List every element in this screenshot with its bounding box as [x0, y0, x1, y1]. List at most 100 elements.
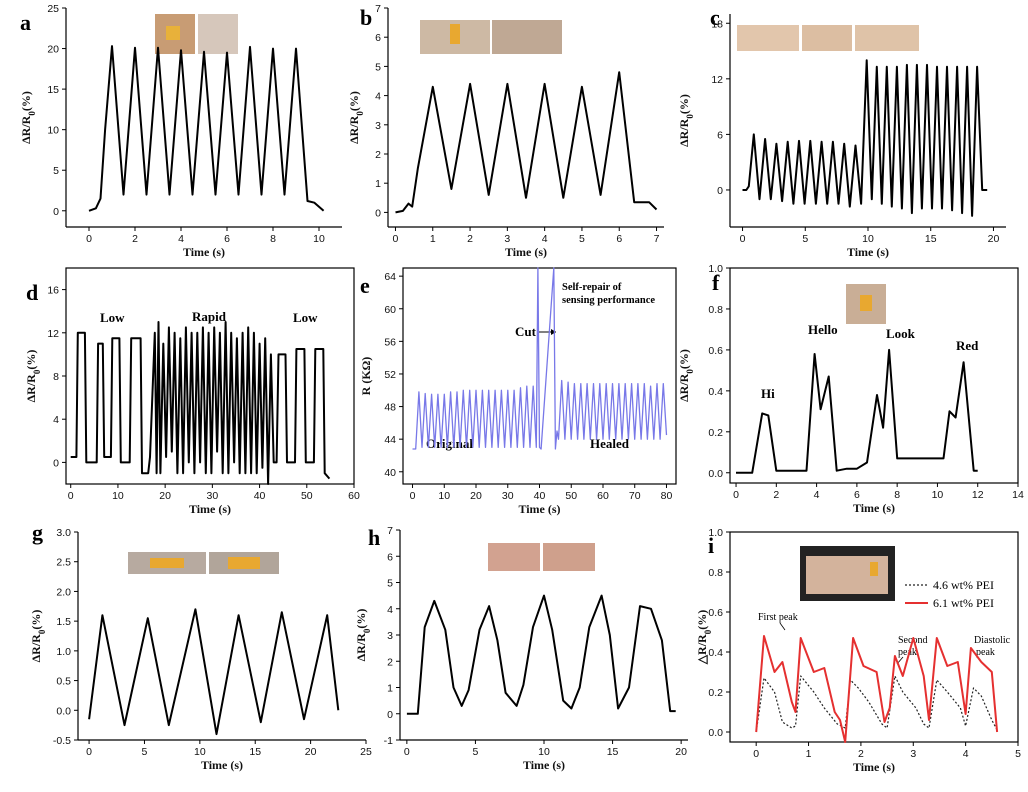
legend-label-46: 4.6 wt% PEI	[933, 578, 994, 592]
y-tick-label: 2.0	[56, 586, 71, 598]
wrist-photo-2	[802, 25, 852, 51]
y-tick-label: 0.4	[708, 647, 723, 659]
y-axis-label-i: △R/R0(%)	[695, 610, 713, 665]
x-tick-label: 4	[814, 489, 820, 501]
annotation-low-2: Low	[293, 310, 318, 325]
x-tick-label: 3	[504, 233, 510, 245]
first-peak-pointer	[779, 622, 786, 631]
x-tick-label: 0	[68, 490, 74, 502]
axes-b: 0 1 2 3 4 5 6 7 0 1 2 3 4 5 6 7 Time (s) ΔR/R0(%)	[347, 3, 664, 259]
knee-sensor-patch	[166, 26, 180, 40]
x-tick-label: 4	[963, 748, 969, 760]
annotation-hi: Hi	[761, 386, 775, 401]
y-tick-label: 1.0	[56, 646, 71, 658]
x-tick-label: 0	[733, 489, 739, 501]
x-tick-label: 2	[858, 748, 864, 760]
x-tick-label: 60	[597, 490, 609, 502]
y-tick-label: 12	[47, 328, 59, 340]
y-tick-label: 1.5	[56, 616, 71, 628]
axes-frame-i	[729, 531, 1019, 743]
y-tick-label: 10	[47, 125, 59, 137]
annotation-hello: Hello	[808, 322, 838, 337]
panel-label-g: g	[32, 520, 43, 545]
axes-e: 0 10 20 30 40 50 60 70 80 40 44 48 52 56 60 64 Time (s) R…	[359, 267, 677, 516]
x-tick-label: 50	[301, 490, 313, 502]
y-tick-label: 4	[53, 414, 59, 426]
annotation-original: Original	[426, 436, 473, 451]
y-axis-label-c: ΔR/R0(%)	[677, 94, 695, 147]
x-tick-label: 40	[254, 490, 266, 502]
y-tick-label: 15	[47, 84, 59, 96]
x-tick-label: 10	[538, 746, 550, 758]
y-tick-label: 0	[53, 206, 59, 218]
y-tick-label: 56	[384, 336, 396, 348]
series-line-b-0	[395, 71, 658, 214]
throat-sensor-patch	[860, 295, 872, 311]
x-tick-label: 10	[112, 490, 124, 502]
x-tick-label: 6	[854, 489, 860, 501]
axes-d: 0 10 20 30 40 50 60 0 4 8 12 16 Time (s) ΔR/R0(%)	[24, 267, 360, 516]
y-axis-label-h: ΔR/R0(%)	[354, 609, 372, 662]
x-tick-label: 10	[438, 490, 450, 502]
y-tick-label: 0.4	[708, 386, 723, 398]
y-tick-label: 0.8	[708, 304, 723, 316]
y-tick-label: 0	[717, 185, 723, 197]
panel-i: i 4.6 wt% PEI 6.1 wt% PEI First peak Sec…	[695, 527, 1021, 774]
y-tick-label: 0.6	[708, 607, 723, 619]
y-tick-label: 20	[47, 44, 59, 56]
y-tick-label: 6	[717, 129, 723, 141]
y-tick-label: 6	[387, 551, 393, 563]
axes-c: 0 5 10 15 20 0 6 12 18 Time (s) ΔR/R0(%)	[677, 14, 1006, 259]
y-axis-label-b: ΔR/R0(%)	[347, 91, 365, 144]
x-tick-label: 10	[194, 746, 206, 758]
y-axis-label-e: R (KΩ)	[359, 357, 373, 396]
x-tick-label: 30	[502, 490, 514, 502]
panel-c: c 0 5 10 15 20 0 6 12 18 Time (s) ΔR/R0(%)	[677, 5, 1006, 259]
x-tick-label: 5	[579, 233, 585, 245]
panel-a: a 0 2 4 6 8 10 0 5 10 15 20 25 Time (s) ΔR/R0(%)	[19, 3, 342, 259]
panel-label-c: c	[710, 5, 720, 30]
y-tick-label: 0.8	[708, 567, 723, 579]
x-axis-label-e: Time (s)	[518, 502, 560, 516]
axes-f: 0 2 4 6 8 10 12 14 0.0 0.2 0.4 0.6 0.8 1.0 Time (s) ΔR/…	[677, 263, 1024, 515]
series-line-g-0	[88, 608, 340, 736]
panel-f: f Hi Hello Look Red 0 2 4 6 8 10 12 14 0.0 0.2 0.4…	[677, 263, 1024, 515]
y-tick-label: -0.5	[53, 735, 71, 747]
x-tick-label: 2	[132, 233, 138, 245]
y-tick-label: 12	[711, 74, 723, 86]
y-tick-label: 60	[384, 304, 396, 316]
mouth-photo-1	[488, 543, 540, 571]
y-tick-label: 3	[387, 630, 393, 642]
y-tick-label: 8	[53, 371, 59, 383]
x-tick-label: 20	[470, 490, 482, 502]
wrist-photo-1	[737, 25, 799, 51]
annotation-self-repair-2: sensing performance	[562, 295, 655, 306]
y-tick-label: 0.0	[56, 705, 71, 717]
series-line-e-0	[412, 267, 668, 450]
annotation-self-repair-1: Self-repair of	[562, 282, 622, 293]
y-tick-label: 5	[53, 165, 59, 177]
axes-g: 0 5 10 15 20 25 -0.5 0.0 0.5 1.0 1.5 2.0 2.5 3.0 Time …	[29, 527, 372, 772]
y-tick-label: 1.0	[708, 527, 723, 539]
x-tick-label: 1	[430, 233, 436, 245]
y-tick-label: 16	[47, 285, 59, 297]
y-tick-label: 2	[387, 656, 393, 668]
x-tick-label: 5	[1015, 748, 1021, 760]
x-tick-label: 15	[249, 746, 261, 758]
x-tick-label: 8	[270, 233, 276, 245]
x-tick-label: 2	[773, 489, 779, 501]
x-tick-label: 5	[473, 746, 479, 758]
x-tick-label: 50	[565, 490, 577, 502]
x-tick-label: 10	[862, 233, 874, 245]
y-tick-label: 52	[384, 369, 396, 381]
x-tick-label: 1	[806, 748, 812, 760]
y-tick-label: 18	[711, 18, 723, 30]
x-axis-label-f: Time (s)	[853, 501, 895, 515]
annotation-healed: Healed	[590, 436, 630, 451]
x-tick-label: 60	[348, 490, 360, 502]
x-tick-label: 0	[393, 233, 399, 245]
y-tick-label: 2.5	[56, 557, 71, 569]
panel-g: g 0 5 10 15 20 25 -0.5 0.0 0.5 1.0 1.5 2.0 2.5 3.0 Tim…	[29, 520, 372, 772]
x-axis-label-c: Time (s)	[847, 245, 889, 259]
y-axis-label-g: ΔR/R0(%)	[29, 610, 47, 663]
